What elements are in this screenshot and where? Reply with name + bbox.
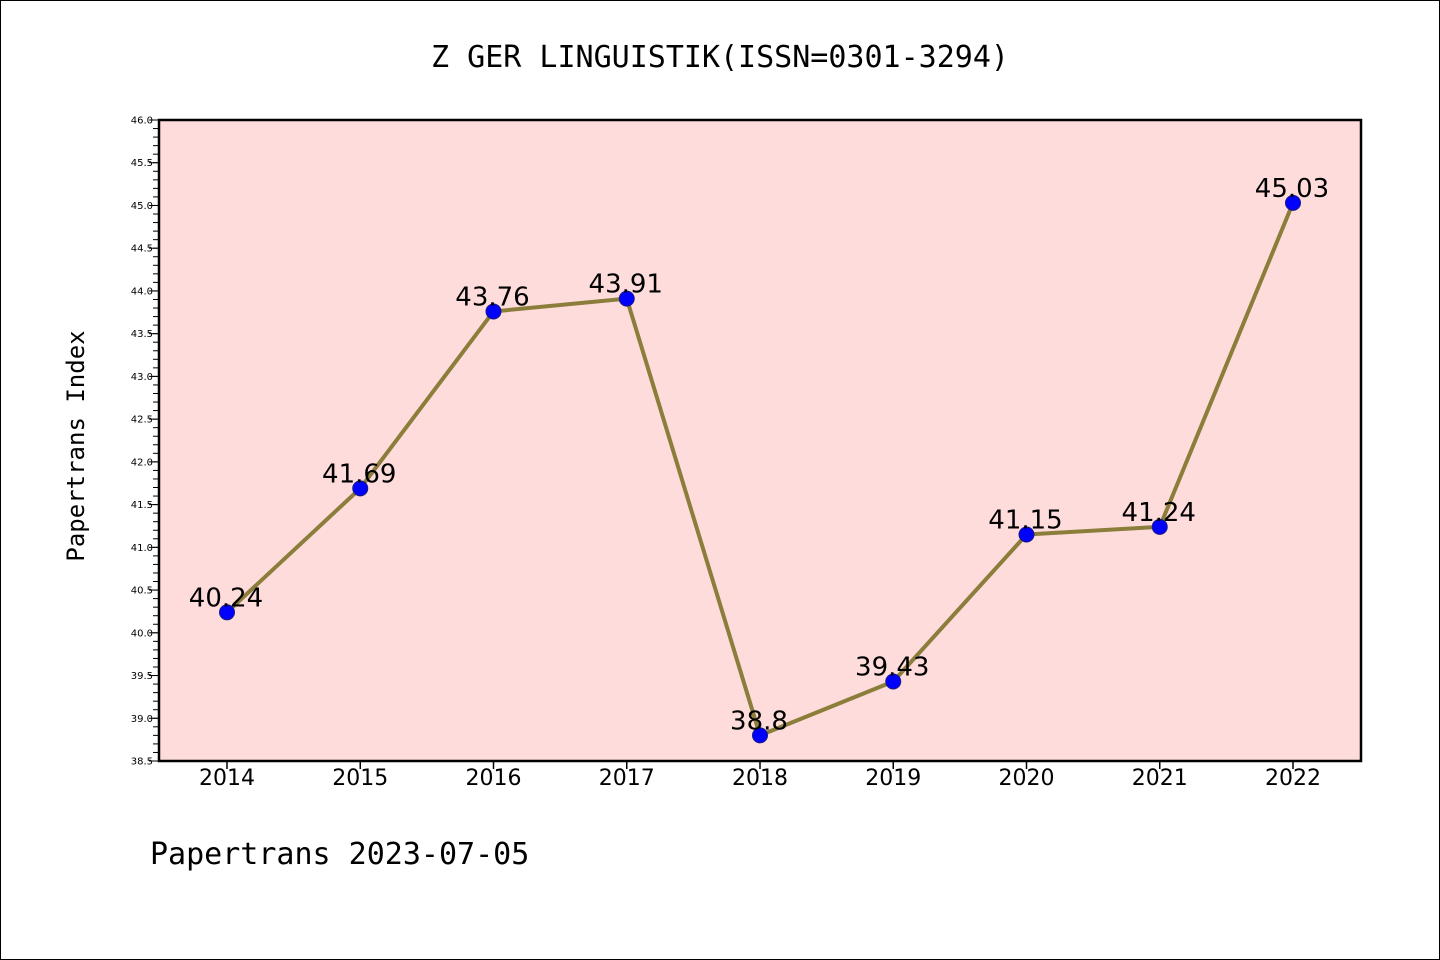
x-tick-label: 2015	[332, 766, 388, 791]
y-tick-label: 39.5	[131, 671, 153, 682]
x-axis-ticks: 2014 2015 2016 2017 2018 2019 2020 2021 2022	[199, 761, 1321, 791]
data-label: 41.15	[988, 506, 1062, 536]
data-point	[752, 727, 768, 744]
y-tick-label: 41.5	[131, 500, 153, 511]
x-tick-label: 2017	[599, 766, 655, 791]
y-axis-label: Papertrans Index	[62, 330, 90, 561]
data-label: 43.76	[455, 282, 529, 312]
y-axis-ticks: 38.5 39.0 39.5 40.0 40.5 41.0 41.5 42.0 42.5 43.0…	[131, 116, 159, 768]
data-point	[219, 604, 235, 621]
x-tick-label: 2018	[732, 766, 788, 791]
data-label: 39.43	[855, 653, 929, 683]
data-point	[618, 290, 635, 307]
x-tick-label: 2022	[1265, 766, 1321, 791]
y-tick-label: 45.5	[131, 158, 153, 169]
y-tick-label: 43.5	[131, 329, 153, 340]
data-label: 41.24	[1122, 498, 1196, 528]
y-tick-label: 43.0	[131, 372, 153, 383]
data-point	[352, 480, 369, 497]
data-labels: 40.24 41.69 43.76 43.91 38.8 39.43 41.15 41.24 4…	[189, 174, 1329, 736]
x-tick-label: 2016	[466, 766, 522, 791]
y-tick-label: 41.0	[131, 543, 153, 554]
chart-title: Z GER LINGUISTIK(ISSN=0301-3294)	[431, 40, 1009, 75]
data-label: 45.03	[1255, 174, 1329, 204]
data-point	[1285, 194, 1301, 211]
y-tick-label: 42.0	[131, 457, 153, 468]
y-tick-label: 40.0	[131, 628, 153, 639]
footer-text: Papertrans 2023-07-05	[150, 837, 529, 872]
x-tick-label: 2019	[865, 766, 921, 791]
x-tick-label: 2014	[199, 766, 255, 791]
y-tick-label: 44.0	[131, 286, 153, 297]
data-label: 43.91	[589, 270, 663, 300]
data-label: 41.69	[322, 459, 396, 489]
x-tick-label: 2020	[999, 766, 1055, 791]
data-point	[1018, 526, 1035, 543]
data-point	[885, 673, 902, 690]
y-tick-label: 42.5	[131, 415, 153, 426]
plot-border	[157, 118, 1363, 763]
data-point	[1151, 518, 1168, 535]
y-tick-label: 39.0	[131, 714, 153, 725]
y-tick-label: 40.5	[131, 586, 153, 597]
y-tick-label: 38.5	[131, 757, 153, 768]
y-tick-label: 46.0	[131, 116, 153, 127]
y-tick-label: 45.0	[131, 201, 153, 212]
y-tick-label: 44.5	[131, 244, 153, 255]
data-points	[219, 194, 1301, 744]
plot-area	[159, 120, 1361, 761]
data-label: 38.8	[730, 706, 788, 736]
data-point	[485, 303, 502, 320]
x-tick-label: 2021	[1132, 766, 1188, 791]
data-label: 40.24	[189, 583, 263, 613]
